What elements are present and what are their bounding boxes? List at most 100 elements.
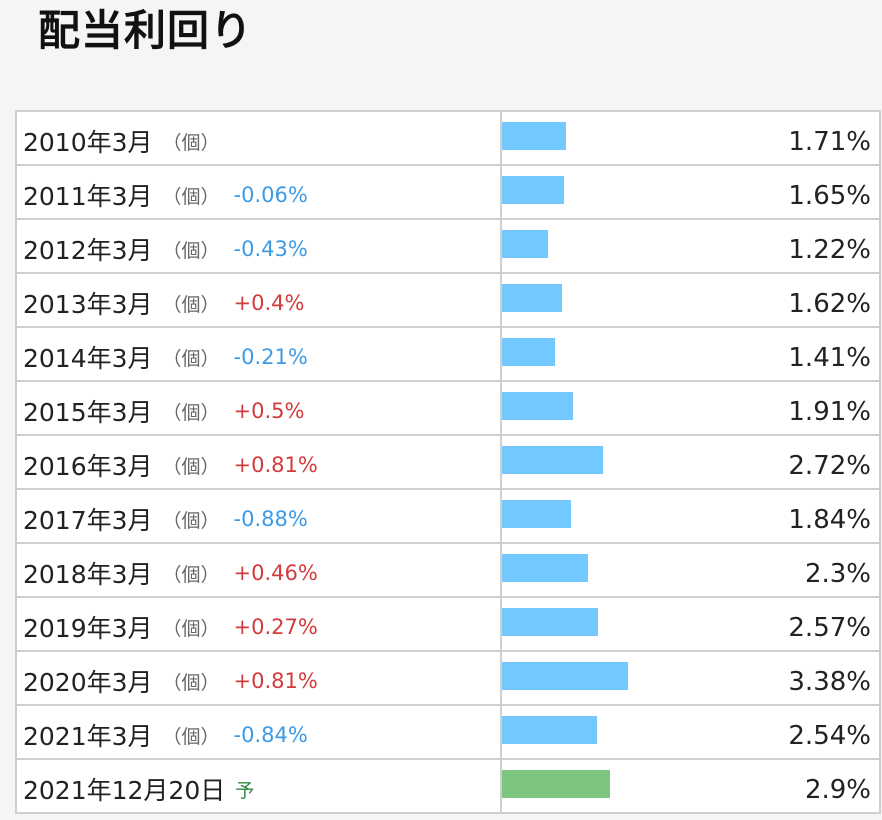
unit-label: （個）: [162, 293, 220, 316]
row-label-cell: 2019年3月 （個） +0.27%: [17, 598, 502, 650]
dividend-yield-table: 2010年3月 （個） 1.71% 2011年3月 （個） -0.06% 1.65% 2012…: [15, 110, 881, 814]
table-row: 2021年3月 （個） -0.84% 2.54%: [17, 706, 879, 760]
yield-bar: [502, 500, 571, 528]
yield-bar: [502, 392, 573, 420]
period-label: 2018年3月: [23, 560, 153, 589]
bar-cell: 2.54%: [502, 706, 879, 758]
period-label: 2012年3月: [23, 236, 153, 265]
yield-bar: [502, 716, 597, 744]
forecast-mark: 予: [235, 779, 255, 802]
row-label-cell: 2015年3月 （個） +0.5%: [17, 382, 502, 434]
yield-value: 1.62%: [788, 289, 871, 319]
bar-cell: 2.72%: [502, 436, 879, 488]
period-label: 2020年3月: [23, 668, 153, 697]
change-label: -0.06%: [233, 183, 308, 207]
table-row: 2015年3月 （個） +0.5% 1.91%: [17, 382, 879, 436]
table-row: 2016年3月 （個） +0.81% 2.72%: [17, 436, 879, 490]
table-row: 2011年3月 （個） -0.06% 1.65%: [17, 166, 879, 220]
period-label: 2010年3月: [23, 128, 153, 157]
bar-cell: 1.65%: [502, 166, 879, 218]
table-row: 2017年3月 （個） -0.88% 1.84%: [17, 490, 879, 544]
period-label: 2015年3月: [23, 398, 153, 427]
page-title: 配当利回り: [38, 6, 254, 55]
period-label: 2017年3月: [23, 506, 153, 535]
change-label: -0.43%: [233, 237, 308, 261]
table-row: 2019年3月 （個） +0.27% 2.57%: [17, 598, 879, 652]
bar-cell: 3.38%: [502, 652, 879, 704]
table-row: 2018年3月 （個） +0.46% 2.3%: [17, 544, 879, 598]
yield-bar: [502, 446, 603, 474]
unit-label: （個）: [162, 131, 220, 154]
yield-value: 1.41%: [788, 343, 871, 373]
unit-label: （個）: [162, 239, 220, 262]
table-row: 2021年12月20日予 2.9%: [17, 760, 879, 814]
yield-bar: [502, 554, 588, 582]
bar-cell: 1.22%: [502, 220, 879, 272]
table-row: 2020年3月 （個） +0.81% 3.38%: [17, 652, 879, 706]
yield-value: 2.3%: [804, 559, 871, 589]
yield-value: 1.91%: [788, 397, 871, 427]
unit-label: （個）: [162, 185, 220, 208]
change-label: +0.81%: [233, 669, 318, 693]
change-label: +0.4%: [233, 291, 305, 315]
yield-bar: [502, 662, 628, 690]
yield-value: 2.54%: [788, 721, 871, 751]
row-label-cell: 2010年3月 （個）: [17, 112, 502, 164]
unit-label: （個）: [162, 401, 220, 424]
change-label: +0.81%: [233, 453, 318, 477]
period-label: 2014年3月: [23, 344, 153, 373]
bar-cell: 1.91%: [502, 382, 879, 434]
table-row: 2012年3月 （個） -0.43% 1.22%: [17, 220, 879, 274]
yield-bar: [502, 338, 555, 366]
unit-label: （個）: [162, 347, 220, 370]
yield-value: 1.84%: [788, 505, 871, 535]
row-label-cell: 2016年3月 （個） +0.81%: [17, 436, 502, 488]
row-label-cell: 2018年3月 （個） +0.46%: [17, 544, 502, 596]
yield-bar: [502, 122, 566, 150]
yield-bar: [502, 230, 548, 258]
row-label-cell: 2017年3月 （個） -0.88%: [17, 490, 502, 542]
unit-label: （個）: [162, 509, 220, 532]
period-label: 2021年3月: [23, 722, 153, 751]
yield-value: 3.38%: [788, 667, 871, 697]
unit-label: （個）: [162, 455, 220, 478]
yield-value: 2.57%: [788, 613, 871, 643]
yield-value: 1.71%: [788, 127, 871, 157]
bar-cell: 1.41%: [502, 328, 879, 380]
bar-cell: 2.57%: [502, 598, 879, 650]
bar-cell: 1.84%: [502, 490, 879, 542]
row-label-cell: 2012年3月 （個） -0.43%: [17, 220, 502, 272]
yield-value: 1.65%: [788, 181, 871, 211]
table-row: 2013年3月 （個） +0.4% 1.62%: [17, 274, 879, 328]
bar-cell: 2.9%: [502, 760, 879, 812]
change-label: +0.46%: [233, 561, 318, 585]
table-row: 2010年3月 （個） 1.71%: [17, 112, 879, 166]
bar-cell: 1.62%: [502, 274, 879, 326]
yield-value: 2.9%: [804, 775, 871, 805]
yield-bar: [502, 284, 562, 312]
change-label: -0.88%: [233, 507, 308, 531]
period-label: 2021年12月20日: [23, 776, 226, 805]
row-label-cell: 2014年3月 （個） -0.21%: [17, 328, 502, 380]
bar-cell: 1.71%: [502, 112, 879, 164]
change-label: +0.5%: [233, 399, 305, 423]
period-label: 2011年3月: [23, 182, 153, 211]
unit-label: （個）: [162, 563, 220, 586]
yield-bar: [502, 608, 598, 636]
forecast-bar: [502, 770, 610, 798]
bar-cell: 2.3%: [502, 544, 879, 596]
unit-label: （個）: [162, 617, 220, 640]
row-label-cell: 2021年3月 （個） -0.84%: [17, 706, 502, 758]
table-row: 2014年3月 （個） -0.21% 1.41%: [17, 328, 879, 382]
change-label: +0.27%: [233, 615, 318, 639]
period-label: 2013年3月: [23, 290, 153, 319]
row-label-cell: 2021年12月20日予: [17, 760, 502, 812]
yield-value: 1.22%: [788, 235, 871, 265]
yield-bar: [502, 176, 564, 204]
row-label-cell: 2013年3月 （個） +0.4%: [17, 274, 502, 326]
change-label: -0.84%: [233, 723, 308, 747]
row-label-cell: 2011年3月 （個） -0.06%: [17, 166, 502, 218]
unit-label: （個）: [162, 725, 220, 748]
yield-value: 2.72%: [788, 451, 871, 481]
period-label: 2016年3月: [23, 452, 153, 481]
